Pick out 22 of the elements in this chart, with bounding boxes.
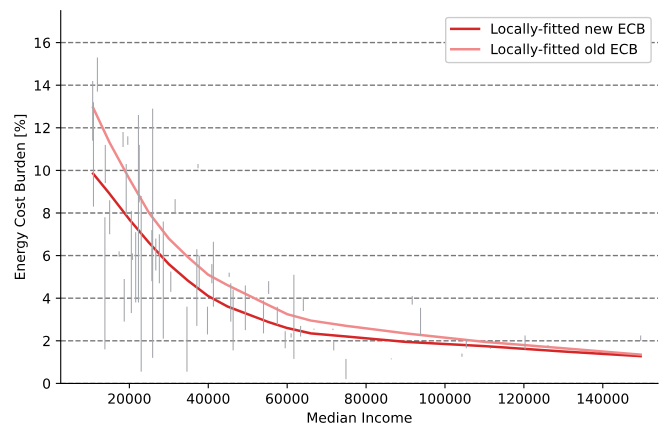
y-tick-label: 12 xyxy=(34,122,50,134)
y-tick-label: 14 xyxy=(34,80,50,90)
x-tick-label: 80000 xyxy=(344,393,388,404)
x-tick-label: 100000 xyxy=(420,393,471,404)
y-tick-label: 0 xyxy=(43,378,50,389)
line-series xyxy=(92,106,642,356)
x-tick-label: 140000 xyxy=(578,393,628,404)
x-axis-title: Median Income xyxy=(308,412,412,423)
line-series xyxy=(92,172,642,358)
y-tick-label: 8 xyxy=(43,208,50,218)
y-tick-label: 2 xyxy=(43,336,50,346)
y-tick-label: 16 xyxy=(34,38,50,48)
x-tick-label: 40000 xyxy=(186,393,230,404)
x-tick-label: 20000 xyxy=(108,393,151,404)
x-tick-label: 120000 xyxy=(498,393,550,404)
y-tick-label: 4 xyxy=(42,293,50,304)
y-tick-label: 6 xyxy=(43,250,50,262)
x-tick-label: 60000 xyxy=(266,393,308,404)
legend-label: Locally-fitted old ECB xyxy=(491,44,637,57)
legend-label: Locally-fitted new ECB xyxy=(491,23,645,37)
y-tick-label: 10 xyxy=(34,165,50,176)
y-axis-title: Energy Cost Burden [%] xyxy=(14,114,28,280)
